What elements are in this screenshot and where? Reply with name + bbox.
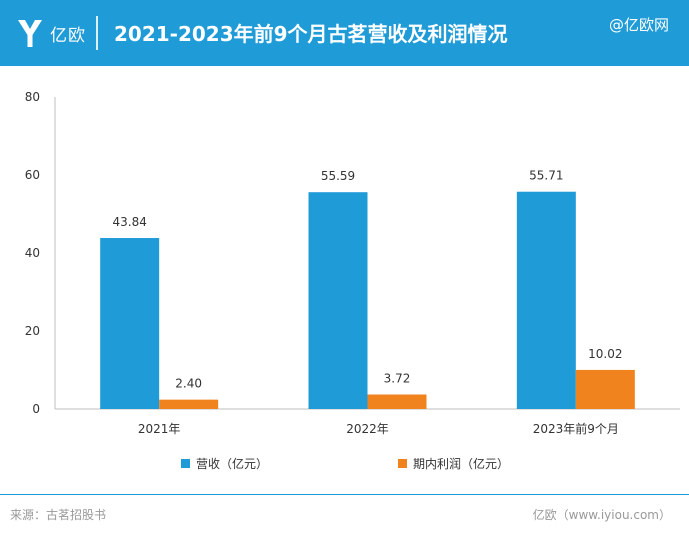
bar-profit — [575, 369, 635, 409]
y-tick-label: 20 — [25, 324, 40, 338]
data-label-profit: 3.72 — [384, 371, 411, 385]
bar-profit — [159, 399, 219, 409]
credit-note: 亿欧（www.iyiou.com） — [532, 508, 671, 522]
legend-swatch-profit — [398, 459, 407, 468]
y-tick-label: 80 — [25, 90, 40, 104]
source-note: 来源：古茗招股书 — [10, 508, 107, 522]
chart-title: 2021-2023年前9个月古茗营收及利润情况 — [114, 22, 508, 46]
data-label-profit: 10.02 — [588, 347, 622, 361]
bar-revenue — [308, 192, 368, 409]
y-tick-label: 40 — [25, 246, 40, 260]
header-divider — [96, 16, 98, 50]
legend: 营收（亿元） 期内利润（亿元） — [0, 455, 689, 475]
legend-label-profit: 期内利润（亿元） — [413, 457, 510, 471]
logo-text: 亿欧 — [50, 25, 86, 46]
bar-revenue — [100, 238, 160, 409]
data-label-revenue: 55.59 — [321, 169, 355, 183]
legend-swatch-revenue — [181, 459, 190, 468]
data-label-revenue: 55.71 — [529, 169, 563, 183]
watermark: @亿欧网 — [608, 16, 669, 34]
bar-revenue — [516, 191, 576, 409]
data-label-revenue: 43.84 — [112, 215, 146, 229]
chart: 0 20 40 60 80 43.84 2.40 2021年 55.59 3.72 2022年 55.… — [25, 90, 680, 436]
legend-label-revenue: 营收（亿元） — [196, 457, 269, 471]
data-label-profit: 2.40 — [175, 377, 202, 391]
bar-profit — [367, 394, 427, 409]
footer-divider — [0, 494, 689, 495]
y-tick-label: 60 — [25, 168, 40, 182]
header: 亿欧 2021-2023年前9个月古茗营收及利润情况 @亿欧网 — [0, 0, 689, 66]
x-tick-label: 2023年前9个月 — [533, 421, 619, 436]
logo: 亿欧 — [16, 14, 86, 52]
yiou-logo-icon — [18, 20, 42, 47]
x-tick-label: 2022年 — [346, 422, 389, 436]
legend-item-profit: 期内利润（亿元） — [398, 455, 509, 472]
y-tick-label: 0 — [32, 402, 40, 416]
x-tick-label: 2021年 — [138, 422, 181, 436]
legend-item-revenue: 营收（亿元） — [181, 455, 268, 472]
